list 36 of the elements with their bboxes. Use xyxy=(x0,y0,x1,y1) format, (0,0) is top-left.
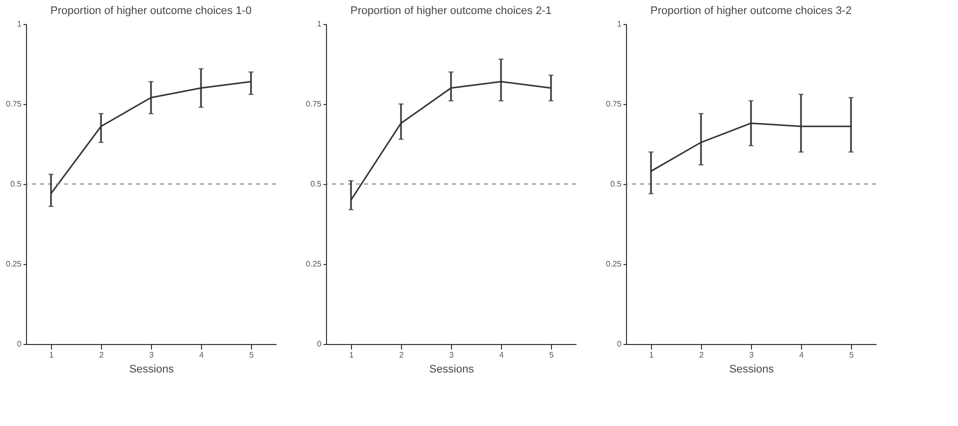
chart-title: Proportion of higher outcome choices 2-1 xyxy=(350,5,552,17)
y-tick-label: 0.5 xyxy=(610,180,622,188)
y-tick-label: 0.75 xyxy=(606,100,622,108)
chart-title: Proportion of higher outcome choices 3-2 xyxy=(650,5,852,17)
x-tick-label: 3 xyxy=(449,350,454,360)
x-tick-label: 1 xyxy=(49,350,54,360)
y-tick-label: 0 xyxy=(617,340,622,348)
y-tick-label: 0.75 xyxy=(306,100,322,108)
x-tick-label: 1 xyxy=(649,350,654,360)
y-tick-label: 0.5 xyxy=(310,180,322,188)
x-tick-label: 3 xyxy=(749,350,754,360)
y-tick-label: 0.25 xyxy=(606,260,622,268)
x-tick-label: 3 xyxy=(149,350,154,360)
x-tick-label: 5 xyxy=(549,350,554,360)
y-tick-label: 1 xyxy=(617,20,622,28)
chart-title: Proportion of higher outcome choices 1-0 xyxy=(50,5,252,17)
x-tick-label: 4 xyxy=(799,350,804,360)
x-tick-label: 2 xyxy=(699,350,704,360)
x-axis-title: Sessions xyxy=(129,364,174,376)
y-tick-label: 0.25 xyxy=(6,260,22,268)
y-tick-label: 0.75 xyxy=(6,100,22,108)
x-tick-label: 5 xyxy=(849,350,854,360)
y-tick-label: 0.5 xyxy=(10,180,22,188)
y-tick-label: 0 xyxy=(17,340,22,348)
x-tick-label: 2 xyxy=(99,350,104,360)
x-tick-label: 2 xyxy=(399,350,404,360)
y-tick-label: 1 xyxy=(317,20,322,28)
y-tick-label: 1 xyxy=(17,20,22,28)
x-axis-title: Sessions xyxy=(729,364,774,376)
x-tick-label: 4 xyxy=(199,350,204,360)
y-tick-label: 0 xyxy=(317,340,322,348)
x-tick-label: 4 xyxy=(499,350,504,360)
x-tick-label: 1 xyxy=(349,350,354,360)
y-tick-label: 0.25 xyxy=(306,260,322,268)
x-tick-label: 5 xyxy=(249,350,254,360)
x-axis-title: Sessions xyxy=(429,364,474,376)
